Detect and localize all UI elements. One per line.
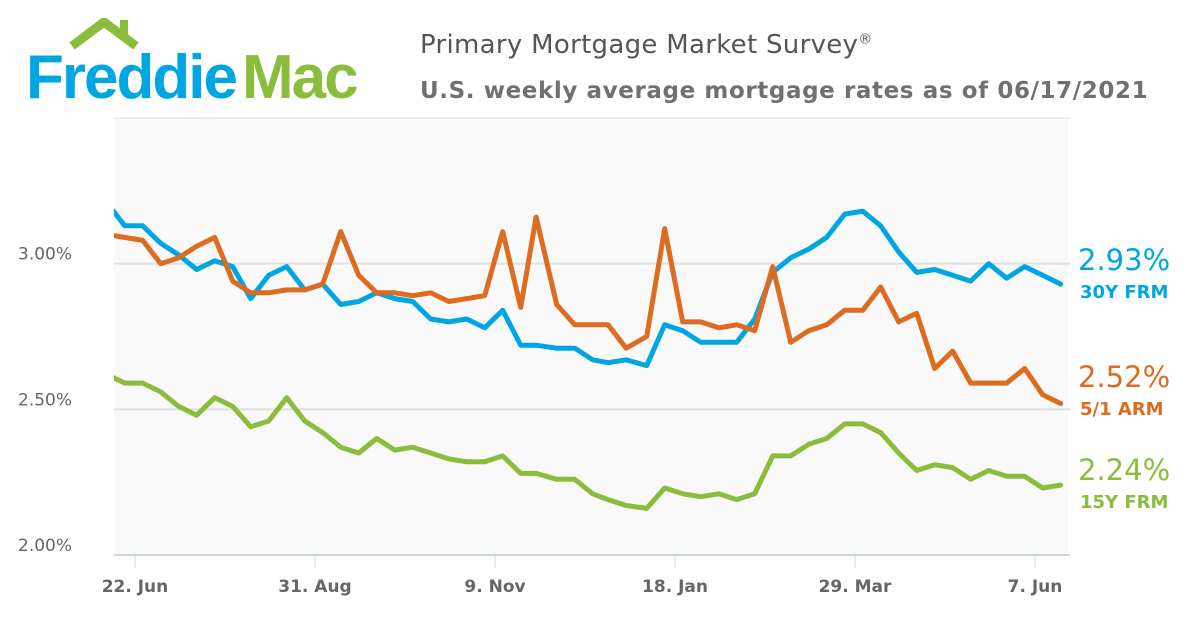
x-tick-label: 22. Jun: [102, 577, 169, 597]
plot-background: [114, 118, 1068, 555]
series-line-30y-frm: [114, 207, 1064, 369]
y-tick-label: 2.50%: [18, 390, 72, 410]
logo-mac: Mac: [242, 43, 357, 108]
y-tick-label: 3.00%: [18, 245, 72, 265]
house-chimney-icon: [120, 20, 128, 36]
series-name-30y-frm: 30Y FRM: [1080, 282, 1168, 303]
house-roof-icon: [69, 18, 139, 50]
series-line-5-1-arm: [114, 214, 1064, 406]
end-value-30y-frm: 2.93%: [1078, 243, 1170, 277]
svg-text:FreddieMac: FreddieMac: [26, 43, 357, 108]
registered-mark: ®: [858, 31, 873, 48]
end-value-15y-frm: 2.24%: [1078, 453, 1170, 487]
chart-title: Primary Mortgage Market Survey®: [420, 30, 873, 60]
logo-freddie: Freddie: [26, 43, 236, 108]
series-name-15y-frm: 15Y FRM: [1080, 492, 1168, 513]
title-text: Primary Mortgage Market Survey: [420, 30, 859, 60]
series-line-15y-frm: [114, 375, 1064, 511]
series-name-5-1-arm: 5/1 ARM: [1080, 399, 1164, 420]
x-tick-label: 31. Aug: [278, 577, 351, 597]
x-tick-label: 29. Mar: [819, 577, 892, 597]
x-tick-label: 7. Jun: [1008, 577, 1063, 597]
freddie-mac-logo: FreddieMac: [26, 18, 359, 108]
x-tick-label: 9. Nov: [464, 577, 525, 597]
y-tick-label: 2.00%: [18, 536, 72, 556]
chart-subtitle: U.S. weekly average mortgage rates as of…: [420, 78, 1149, 104]
end-value-5-1-arm: 2.52%: [1078, 360, 1170, 394]
x-tick-label: 18. Jan: [642, 577, 708, 597]
